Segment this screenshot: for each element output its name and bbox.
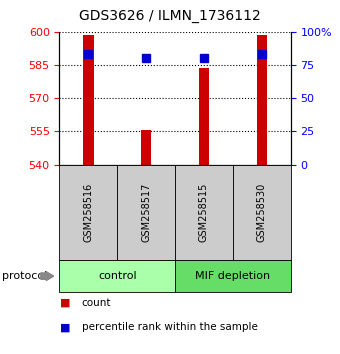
Text: ■: ■ — [59, 298, 70, 308]
Text: protocol: protocol — [2, 271, 47, 281]
Bar — [199, 68, 209, 165]
Text: GSM258515: GSM258515 — [199, 183, 209, 242]
Text: GDS3626 / ILMN_1736112: GDS3626 / ILMN_1736112 — [79, 9, 261, 23]
Text: MIF depletion: MIF depletion — [195, 271, 270, 281]
Bar — [257, 35, 267, 165]
Text: percentile rank within the sample: percentile rank within the sample — [82, 322, 257, 332]
Bar — [83, 35, 94, 165]
Text: count: count — [82, 298, 111, 308]
Bar — [141, 130, 151, 165]
Text: GSM258530: GSM258530 — [257, 183, 267, 242]
Text: ■: ■ — [59, 322, 70, 332]
Text: GSM258517: GSM258517 — [141, 183, 151, 242]
Text: GSM258516: GSM258516 — [83, 183, 94, 242]
Text: control: control — [98, 271, 137, 281]
